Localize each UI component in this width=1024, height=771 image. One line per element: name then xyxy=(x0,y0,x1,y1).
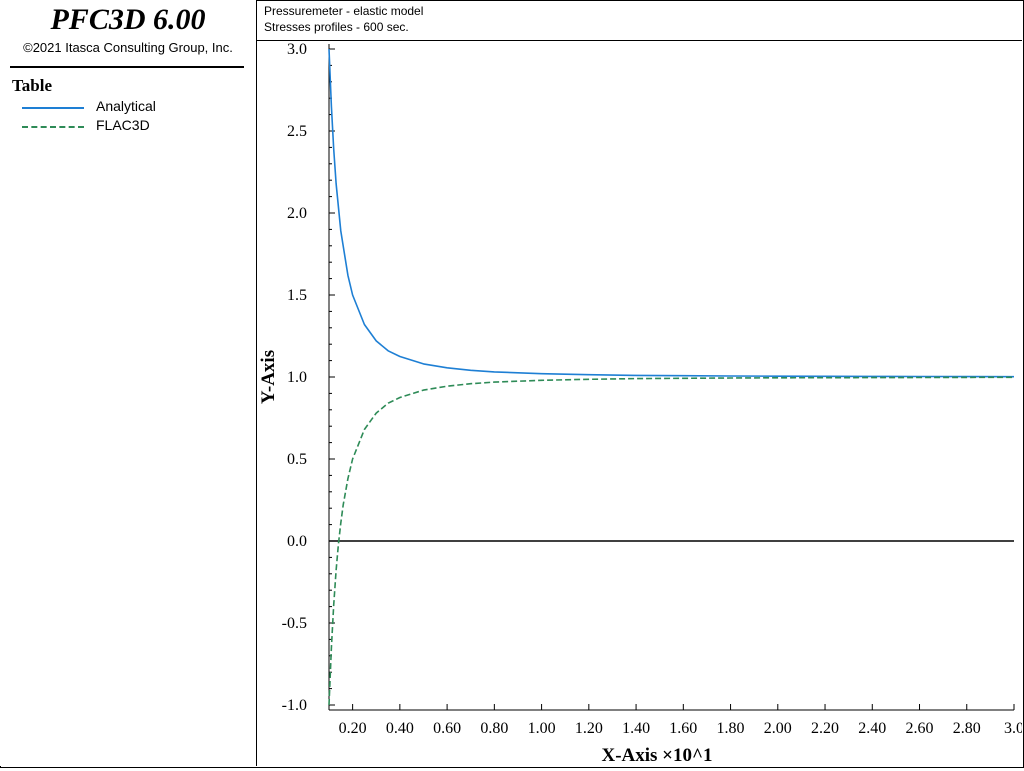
x-tick-label: 2.00 xyxy=(764,720,792,737)
legend-title: Table xyxy=(12,76,53,95)
x-tick-label: 0.60 xyxy=(433,720,461,737)
chart-area: 3.0 2.5 2.0 1.5 1.0 0.5 0.0 -0.5 -1.0 0.20 0.40 0.6… xyxy=(257,41,1024,766)
y-tick-label: -0.5 xyxy=(282,615,307,632)
x-tick-label: 0.20 xyxy=(339,720,367,737)
legend-swatch-analytical xyxy=(22,107,84,109)
chart-title: Pressuremeter - elastic model xyxy=(264,4,424,18)
x-tick-label: 1.20 xyxy=(575,720,603,737)
y-tick-label: 1.5 xyxy=(287,287,307,304)
x-tick-label: 1.60 xyxy=(669,720,697,737)
x-tick-label: 2.40 xyxy=(858,720,886,737)
legend-label-analytical: Analytical xyxy=(96,98,156,114)
line-chart: 3.0 2.5 2.0 1.5 1.0 0.5 0.0 -0.5 -1.0 0.20 0.40 0.6… xyxy=(258,41,1024,766)
copyright-text: ©2021 Itasca Consulting Group, Inc. xyxy=(23,40,233,55)
x-tick-label: 2.60 xyxy=(906,720,934,737)
app-title: PFC3D 6.00 xyxy=(50,3,206,36)
x-tick-label: 1.80 xyxy=(717,720,745,737)
x-tick-label: 2.80 xyxy=(953,720,981,737)
chart-subtitle: Stresses profiles - 600 sec. xyxy=(264,20,409,34)
x-tick-label: 3.0 xyxy=(1004,720,1022,737)
chart-header: Pressuremeter - elastic model Stresses p… xyxy=(257,0,1022,41)
x-tick-label: 0.80 xyxy=(480,720,508,737)
y-tick-label: 0.5 xyxy=(287,451,307,468)
x-axis-label: X-Axis ×10^1 xyxy=(601,745,712,766)
y-tick-label: 3.0 xyxy=(287,41,307,58)
series-line-analytical xyxy=(328,48,1015,378)
x-tick-label: 0.40 xyxy=(386,720,414,737)
legend-swatch-flac3d xyxy=(22,126,84,128)
y-tick-label: 2.0 xyxy=(287,205,307,222)
axes: 3.0 2.5 2.0 1.5 1.0 0.5 0.0 -0.5 -1.0 0.20 0.40 0.6… xyxy=(282,41,1024,737)
x-tick-label: 2.20 xyxy=(811,720,839,737)
y-tick-label: 2.5 xyxy=(287,123,307,140)
legend-panel: PFC3D 6.00 ©2021 Itasca Consulting Group… xyxy=(0,0,257,766)
legend-label-flac3d: FLAC3D xyxy=(96,117,150,133)
series-line-flac3d xyxy=(328,376,1015,706)
y-axis-label: Y-Axis xyxy=(258,350,279,404)
y-tick-label: -1.0 xyxy=(282,697,307,714)
x-tick-label: 1.00 xyxy=(528,720,556,737)
legend-divider xyxy=(10,66,244,68)
y-tick-label: 0.0 xyxy=(287,533,307,550)
y-tick-label: 1.0 xyxy=(287,369,307,386)
series-layer xyxy=(328,48,1015,706)
x-tick-label: 1.40 xyxy=(622,720,650,737)
